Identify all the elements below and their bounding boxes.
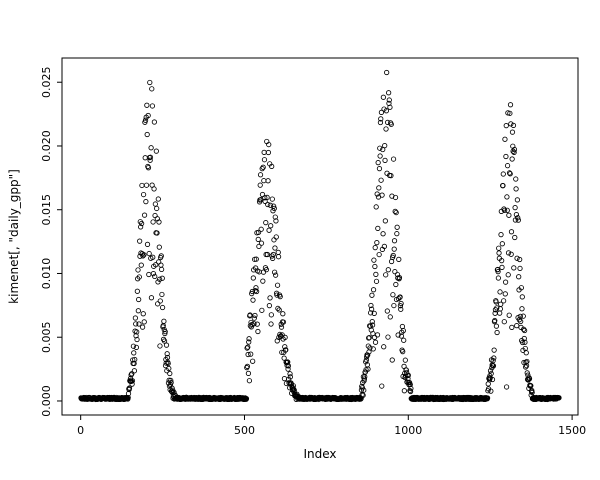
y-tick-label: 0.020 <box>40 130 53 162</box>
y-tick-label: 0.005 <box>40 321 53 353</box>
y-tick-label: 0.025 <box>40 66 53 98</box>
x-axis-label: Index <box>303 447 336 461</box>
y-tick-label: 0.000 <box>40 385 53 417</box>
scatter-points <box>78 69 562 403</box>
plot-box <box>61 57 579 416</box>
y-axis-label: kimenet[, "daily_gpp"] <box>7 169 21 304</box>
x-tick-label: 0 <box>77 424 84 437</box>
y-tick-label: 0.015 <box>40 194 53 226</box>
y-tick-label: 0.010 <box>40 258 53 290</box>
x-tick-label: 1500 <box>558 424 586 437</box>
x-tick-label: 500 <box>234 424 255 437</box>
x-tick-label: 1000 <box>394 424 422 437</box>
